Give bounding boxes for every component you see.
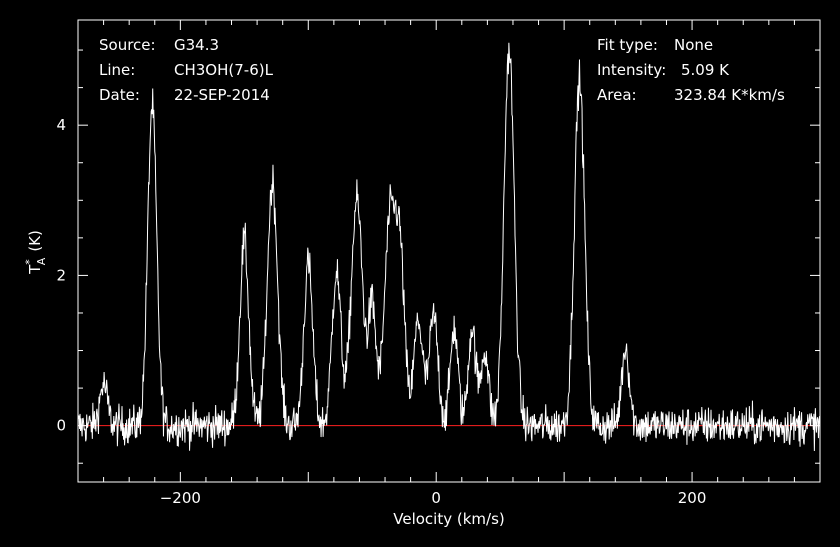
x-tick-label: −200 <box>160 489 201 507</box>
header-intensity-key: Intensity: <box>597 61 667 79</box>
header-line-value: CH3OH(7-6)L <box>174 61 273 79</box>
y-tick-label: 0 <box>56 417 66 435</box>
x-tick-label: 200 <box>678 489 707 507</box>
y-axis-title: T*A(K) <box>23 230 48 275</box>
header-right: Fit type: None Intensity: 5.09 K Area: 3… <box>597 36 785 162</box>
header-line-key: Line: <box>99 61 136 79</box>
x-axis-ticks: −200 0 200 <box>77 20 821 507</box>
svg-text:T*A(K): T*A(K) <box>23 230 48 275</box>
header-intensity-value: 5.09 K <box>681 61 730 79</box>
header-source-value: G34.3 <box>174 36 220 54</box>
x-axis-title: Velocity (km/s) <box>393 510 504 528</box>
header-fit-type-value: None <box>674 36 714 54</box>
spectrum-line <box>77 42 821 452</box>
header-source-key: Source: <box>99 36 156 54</box>
header-area-key: Area: <box>597 86 637 104</box>
y-axis-ticks: 0 2 4 <box>56 49 820 464</box>
header-area-value: 323.84 K*km/s <box>674 86 785 104</box>
header-left: Source: G34.3 Line: CH3OH(7-6)L Date: 22… <box>99 36 273 162</box>
plot-frame <box>77 19 821 483</box>
header-date-key: Date: <box>99 86 140 104</box>
y-tick-label: 4 <box>56 116 66 134</box>
spectrum-layer <box>77 42 821 452</box>
header-date-value: 22-SEP-2014 <box>174 86 270 104</box>
header-fit-type-key: Fit type: <box>597 36 658 54</box>
y-tick-label: 2 <box>56 266 66 284</box>
x-tick-label: 0 <box>431 489 441 507</box>
